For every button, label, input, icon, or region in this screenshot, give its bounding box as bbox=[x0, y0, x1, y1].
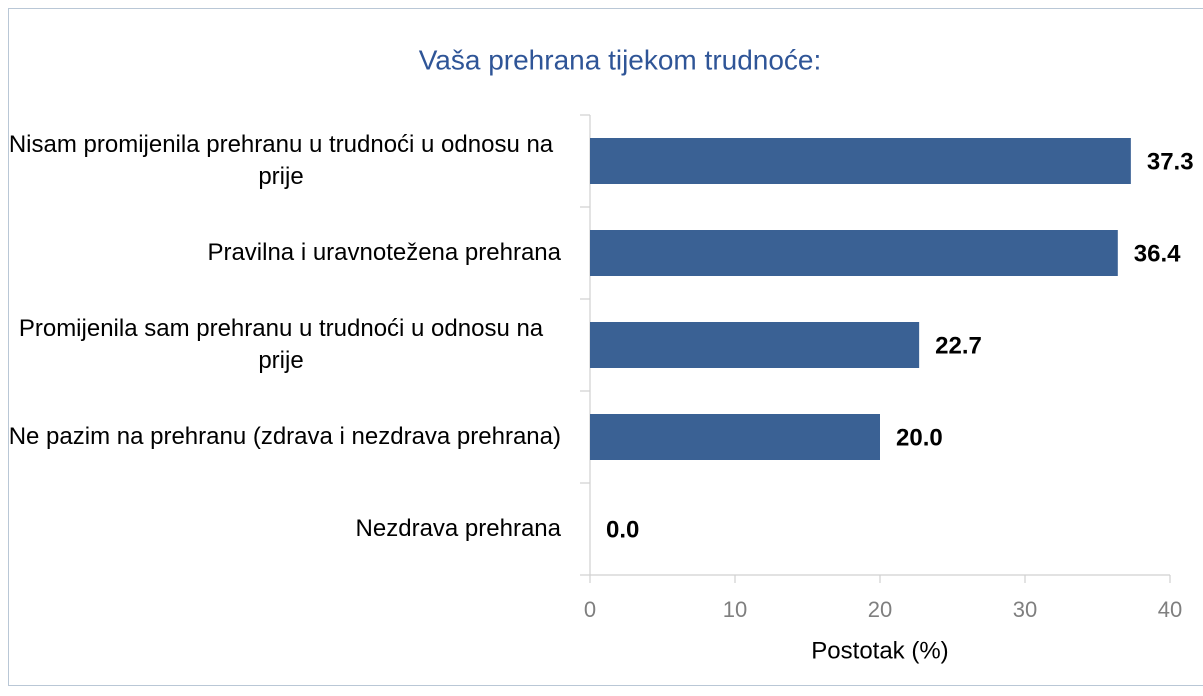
category-text: Promijenila sam prehranu u trudnoći u od… bbox=[18, 315, 544, 374]
x-tick-label: 40 bbox=[1158, 597, 1182, 622]
bar bbox=[590, 230, 1118, 276]
y-tick-label: Ne pazim na prehranu (zdrava i nezdrava … bbox=[1, 421, 561, 453]
data-label: 36.4 bbox=[1134, 240, 1181, 267]
x-tick-label: 10 bbox=[723, 597, 747, 622]
chart-title: Vaša prehrana tijekom trudnoće: bbox=[419, 44, 822, 75]
category-text: Nezdrava prehrana bbox=[355, 515, 561, 542]
chart-frame bbox=[8, 8, 1203, 686]
x-axis-label: Postotak (%) bbox=[811, 637, 948, 664]
x-tick-label: 0 bbox=[584, 597, 596, 622]
category-text: Pravilna i uravnotežena prehrana bbox=[207, 239, 561, 266]
y-tick-label: Nezdrava prehrana bbox=[1, 513, 561, 545]
y-tick-label: Pravilna i uravnotežena prehrana bbox=[1, 237, 561, 269]
x-tick-label: 20 bbox=[868, 597, 892, 622]
x-tick-label: 30 bbox=[1013, 597, 1037, 622]
data-label: 0.0 bbox=[606, 516, 639, 543]
data-label: 37.3 bbox=[1147, 148, 1194, 175]
y-tick-label: Nisam promijenila prehranu u trudnoći u … bbox=[1, 129, 561, 193]
category-text: Nisam promijenila prehranu u trudnoći u … bbox=[8, 131, 554, 190]
bar bbox=[590, 414, 880, 460]
data-label: 20.0 bbox=[896, 424, 943, 451]
data-label: 22.7 bbox=[935, 332, 982, 359]
bar bbox=[590, 138, 1131, 184]
y-tick-label: Promijenila sam prehranu u trudnoći u od… bbox=[1, 313, 561, 377]
bar bbox=[590, 322, 920, 368]
category-text: Ne pazim na prehranu (zdrava i nezdrava … bbox=[8, 423, 561, 450]
